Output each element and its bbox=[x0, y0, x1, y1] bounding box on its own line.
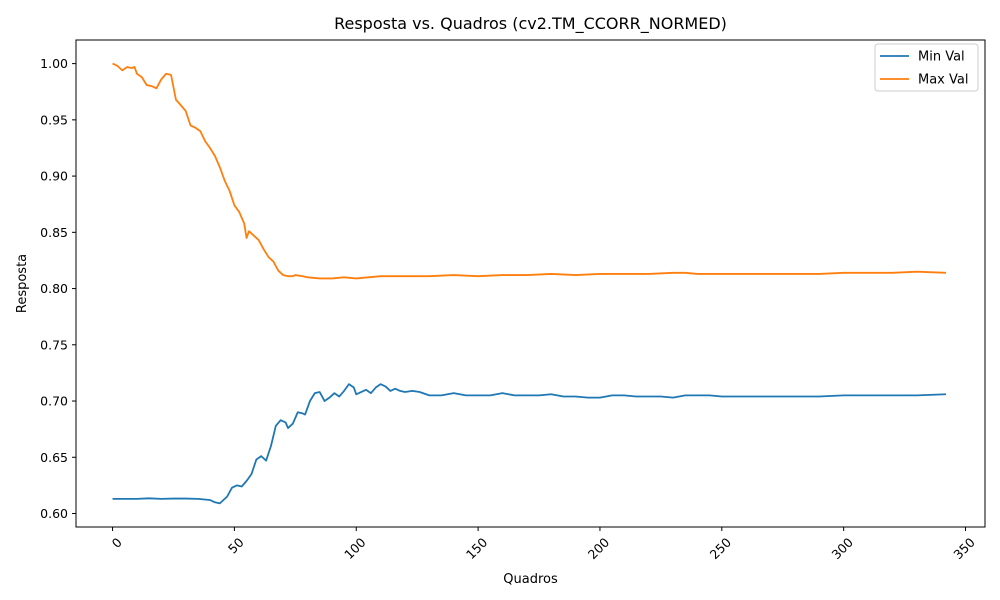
y-tick-label: 0.70 bbox=[40, 394, 68, 409]
y-tick-label: 0.85 bbox=[40, 225, 68, 240]
legend-label-max-val: Max Val bbox=[918, 73, 968, 88]
series-line-max-val bbox=[112, 62, 947, 280]
y-axis-ticks: 0.60 0.65 0.70 0.75 0.80 0.85 0.90 0.95 1.00 bbox=[40, 56, 76, 521]
y-tick-label: 0.60 bbox=[40, 506, 68, 521]
y-tick-label: 0.90 bbox=[40, 169, 68, 184]
y-tick-label: 0.75 bbox=[40, 337, 68, 352]
y-tick-label: 0.65 bbox=[40, 450, 68, 465]
y-tick-label: 0.80 bbox=[40, 281, 68, 296]
chart-title: Resposta vs. Quadros (cv2.TM_CCORR_NORME… bbox=[334, 14, 727, 34]
x-axis-label: Quadros bbox=[503, 572, 558, 587]
legend-label-min-val: Min Val bbox=[918, 50, 965, 65]
plot-lines bbox=[112, 62, 947, 505]
series-line-min-val bbox=[112, 383, 947, 505]
y-tick-label: 1.00 bbox=[40, 56, 68, 71]
y-axis-label: Resposta bbox=[15, 254, 30, 313]
legend: Min Val Max Val bbox=[874, 43, 979, 92]
y-tick-label: 0.95 bbox=[40, 112, 68, 127]
plot-frame bbox=[75, 39, 986, 528]
